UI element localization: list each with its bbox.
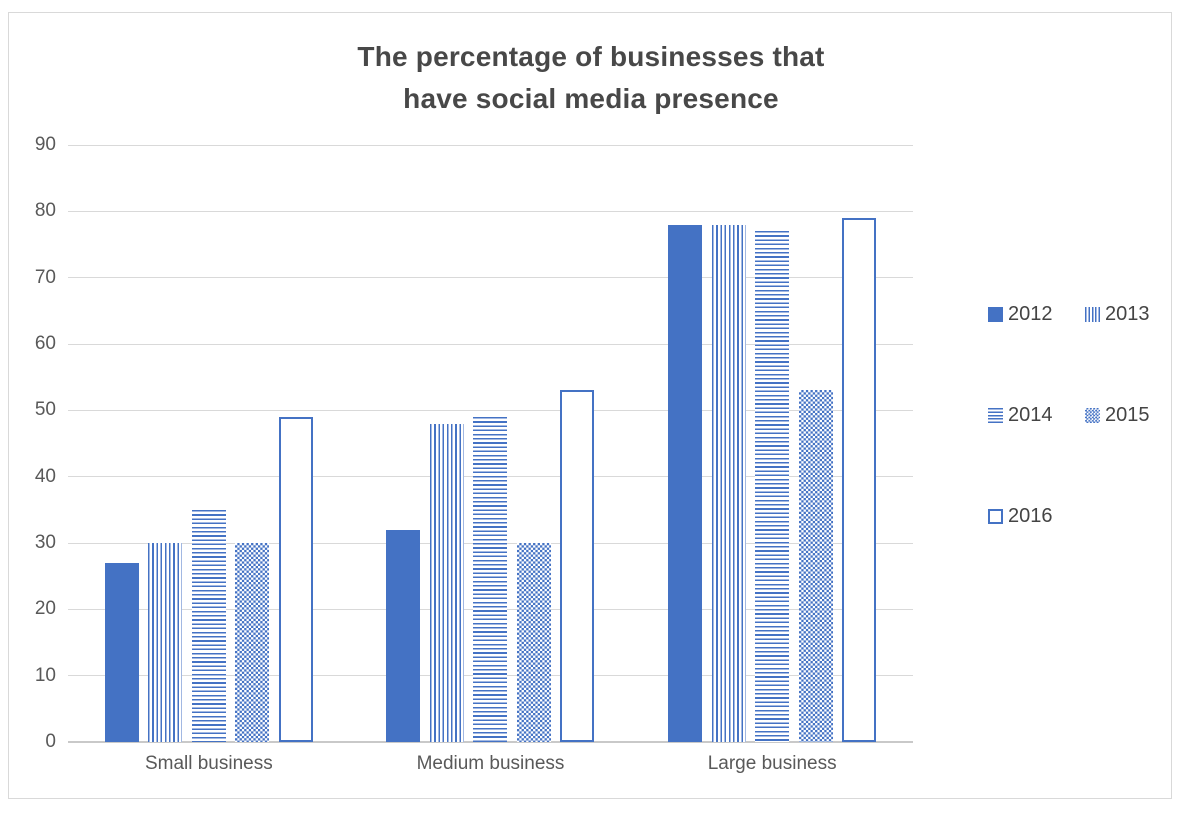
chart-title-line-2: have social media presence: [403, 83, 779, 114]
bar-2012-medium-business: [386, 529, 421, 742]
gridline-80: [68, 210, 913, 212]
legend-item-2014: 2014: [988, 404, 1085, 426]
legend-empty-cell: [1085, 505, 1150, 527]
chart-title-line-1: The percentage of businesses that: [357, 41, 825, 72]
y-axis-tick-label-50: 50: [34, 399, 56, 421]
y-axis-tick-label-90: 90: [34, 134, 56, 155]
bar-group-small-business: [68, 145, 350, 742]
x-axis-category-label-medium-business: Medium business: [416, 753, 565, 774]
bar-2015-small-business: [235, 543, 270, 742]
bar-2013-small-business: [148, 543, 183, 742]
legend-label-2012: 2012: [1008, 302, 1053, 325]
y-axis-tick-label-80: 80: [34, 200, 56, 222]
x-axis-category-label-large-business: Large business: [707, 753, 837, 774]
gridline-90: [68, 144, 913, 146]
x-axis-line: [68, 741, 913, 743]
legend-swatch-2016-icon: [988, 508, 1003, 524]
legend-swatch-2013-icon: [1085, 306, 1100, 322]
bar-2014-large-business: [755, 231, 790, 742]
bar-2012-small-business: [104, 562, 139, 742]
y-axis-tick-label-40: 40: [34, 465, 56, 487]
legend: 2012 2013 2014 2015 2016: [988, 303, 1150, 527]
x-axis-category-label-small-business: Small business: [144, 753, 273, 774]
gridline-70: [68, 277, 913, 279]
legend-label-2015: 2015: [1105, 403, 1150, 426]
bar-2014-medium-business: [473, 416, 508, 742]
bar-2016-small-business: [278, 416, 313, 742]
gridline-50: [68, 409, 913, 411]
bar-2015-medium-business: [516, 543, 551, 742]
bar-group-large-business: [631, 145, 913, 742]
bar-group-medium-business: [350, 145, 632, 742]
legend-item-2013: 2013: [1085, 303, 1150, 325]
chart-title: The percentage of businesses that have s…: [0, 36, 1182, 120]
y-axis-tick-label-30: 30: [34, 532, 56, 553]
bar-2016-large-business: [842, 217, 877, 742]
bar-2015-large-business: [798, 390, 833, 742]
plot-area: [68, 144, 913, 743]
y-axis-tick-label-0: 0: [45, 731, 56, 752]
legend-item-2015: 2015: [1085, 404, 1150, 426]
legend-swatch-2014-icon: [988, 407, 1003, 423]
y-axis-tick-label-70: 70: [34, 266, 56, 288]
bar-2013-medium-business: [429, 423, 464, 742]
y-axis-tick-label-60: 60: [34, 333, 56, 354]
legend-label-2014: 2014: [1008, 403, 1053, 426]
legend-swatch-2015-icon: [1085, 407, 1100, 423]
bar-2012-large-business: [668, 224, 703, 742]
y-axis-tick-label-20: 20: [34, 598, 56, 620]
legend-label-2016: 2016: [1008, 504, 1053, 527]
bar-2013-large-business: [711, 224, 746, 742]
legend-item-2012: 2012: [988, 303, 1085, 325]
y-axis-tick-label-10: 10: [34, 664, 56, 686]
bar-2016-medium-business: [560, 390, 595, 742]
gridline-60: [68, 343, 913, 345]
bar-2014-small-business: [191, 509, 226, 742]
legend-swatch-2012-icon: [988, 306, 1003, 322]
legend-item-2016: 2016: [988, 505, 1085, 527]
legend-label-2013: 2013: [1105, 302, 1150, 325]
